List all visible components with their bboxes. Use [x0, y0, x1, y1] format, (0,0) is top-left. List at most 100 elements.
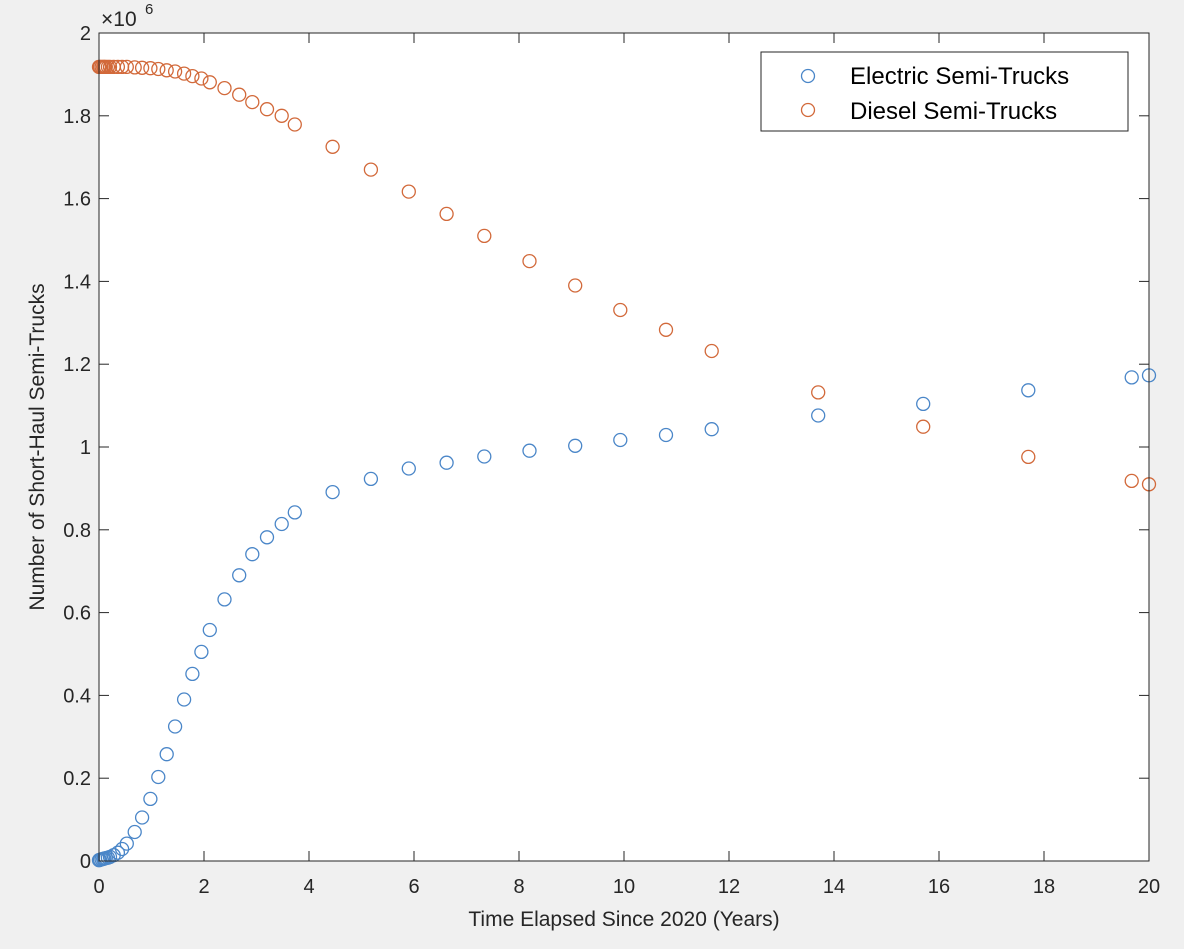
electric-point	[401, 461, 416, 476]
y-tick-label: 0.4	[63, 685, 91, 707]
diesel-point	[363, 162, 379, 177]
legend-box	[760, 51, 1129, 132]
plot-area	[99, 33, 1149, 861]
electric-point	[1124, 370, 1139, 385]
diesel-point	[274, 108, 289, 123]
electric-point	[151, 769, 166, 785]
x-tick-label: 4	[303, 876, 314, 898]
diesel-point	[259, 102, 275, 117]
y-exponent: ×10 6	[101, 1, 153, 31]
electric-point	[185, 666, 200, 682]
diesel-point	[159, 63, 174, 78]
x-tick-label: 20	[1138, 876, 1160, 898]
diesel-point	[176, 66, 192, 81]
legend-electric-marker	[800, 68, 816, 84]
electric-point	[217, 592, 232, 607]
y-tick-label: 1.8	[63, 106, 91, 128]
x-tick-label: 2	[198, 876, 209, 898]
diesel-point	[1021, 449, 1036, 465]
electric-point	[110, 845, 126, 860]
diesel-point	[134, 60, 150, 75]
y-tick-label: 0.2	[63, 768, 91, 790]
electric-point	[704, 422, 719, 437]
electric-point	[613, 432, 628, 448]
electric-point	[127, 824, 142, 840]
x-tick-label: 12	[718, 876, 740, 898]
electric-point	[522, 443, 537, 458]
y-exponent-power: 6	[145, 1, 153, 18]
electric-point	[159, 747, 174, 762]
diesel-point	[522, 253, 537, 269]
electric-point	[176, 692, 192, 707]
x-axis-label: Time Elapsed Since 2020 (Years)	[468, 908, 779, 931]
diesel-point	[127, 60, 142, 75]
diesel-point	[185, 68, 200, 84]
y-tick-label: 0	[80, 851, 91, 873]
x-tick-label: 14	[823, 876, 845, 898]
electric-point	[119, 836, 134, 851]
diesel-point	[568, 278, 583, 293]
diesel-point	[119, 59, 134, 75]
electric-point	[363, 471, 379, 487]
diesel-point	[613, 302, 628, 318]
electric-point	[568, 438, 583, 453]
x-axis-ticks: 0 2 4 6 8 10 12 14 16 18 20	[93, 33, 1160, 898]
x-tick-label: 16	[928, 876, 950, 898]
y-tick-label: 1.2	[63, 354, 91, 376]
legend-diesel-label: Diesel Semi-Trucks	[850, 98, 1057, 125]
diesel-point	[401, 184, 416, 199]
electric-point	[658, 427, 674, 443]
electric-point	[143, 791, 158, 807]
diesel-point	[143, 61, 158, 76]
electric-point	[477, 449, 492, 464]
y-tick-label: 0.6	[63, 603, 91, 625]
legend-diesel-marker	[800, 102, 816, 118]
electric-point	[259, 530, 275, 545]
diesel-point	[916, 419, 931, 434]
diesel-series	[91, 59, 1157, 492]
electric-point	[167, 719, 183, 734]
y-tick-label: 1.4	[63, 271, 91, 293]
electric-point	[202, 622, 217, 638]
y-tick-label: 1.6	[63, 189, 91, 211]
y-axis-label: Number of Short-Haul Semi-Trucks	[26, 283, 49, 610]
diesel-point	[704, 343, 719, 359]
diesel-point	[151, 61, 166, 77]
diesel-point	[658, 322, 674, 337]
electric-point	[916, 396, 931, 412]
x-tick-label: 0	[93, 876, 104, 898]
electric-point	[114, 841, 130, 857]
diesel-point	[325, 139, 340, 154]
y-tick-label: 0.8	[63, 520, 91, 542]
diesel-point	[232, 87, 247, 102]
diesel-point	[167, 64, 183, 79]
y-axis-ticks: 0 0.2 0.4 0.6 0.8 1 1.2 1.4 1.6 1.8 2	[63, 23, 1149, 873]
diesel-point	[217, 80, 232, 96]
diesel-point	[110, 59, 126, 75]
electric-point	[287, 505, 302, 520]
diesel-point	[477, 228, 492, 244]
electric-point	[194, 644, 209, 660]
y-tick-label: 2	[80, 23, 91, 45]
x-tick-label: 6	[408, 876, 419, 898]
electric-point	[274, 516, 289, 532]
diesel-point	[287, 117, 302, 132]
electric-point	[232, 568, 247, 583]
diesel-point	[439, 206, 454, 222]
electric-point	[811, 408, 826, 423]
diesel-point	[194, 71, 209, 86]
diesel-point	[1124, 473, 1139, 489]
electric-point	[245, 547, 260, 562]
diesel-point	[811, 385, 826, 400]
x-tick-label: 10	[613, 876, 635, 898]
x-tick-label: 8	[513, 876, 524, 898]
electric-point	[325, 484, 340, 500]
legend[interactable]: Electric Semi-Trucks Diesel Semi-Trucks	[760, 51, 1129, 132]
diesel-point	[202, 75, 217, 90]
electric-point	[1021, 383, 1036, 398]
diesel-point	[245, 94, 260, 110]
legend-electric-label: Electric Semi-Trucks	[850, 63, 1069, 90]
electric-point	[439, 455, 454, 470]
y-exponent-base: ×10	[101, 8, 137, 31]
